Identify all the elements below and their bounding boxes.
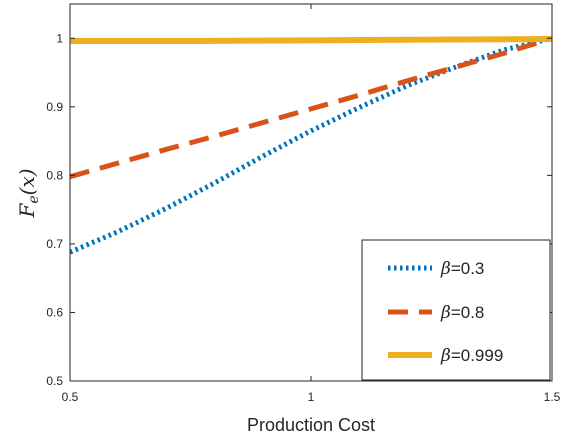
legend-label-series-3: β=0.999: [440, 346, 503, 366]
y-tick-label: 0.8: [46, 168, 63, 182]
y-axis-label: Fe(x): [15, 168, 42, 218]
x-tick-label: 1.5: [544, 390, 561, 404]
legend-label-series-2: β=0.8: [440, 303, 484, 323]
y-tick-label: 1: [56, 31, 63, 45]
y-tick-label: 0.6: [46, 305, 63, 319]
x-tick-label: 0.5: [62, 390, 79, 404]
y-tick-label: 0.5: [46, 374, 63, 388]
y-tick-label: 0.9: [46, 100, 63, 114]
legend: β=0.3 β=0.8 β=0.999: [361, 239, 551, 381]
x-axis-label: Production Cost: [247, 415, 375, 435]
series-line-2: [70, 35, 552, 180]
legend-label-series-1: β=0.3: [440, 259, 484, 279]
series-line-3: [70, 35, 552, 45]
y-tick-label: 0.7: [46, 237, 63, 251]
x-tick-label: 1: [308, 390, 315, 404]
